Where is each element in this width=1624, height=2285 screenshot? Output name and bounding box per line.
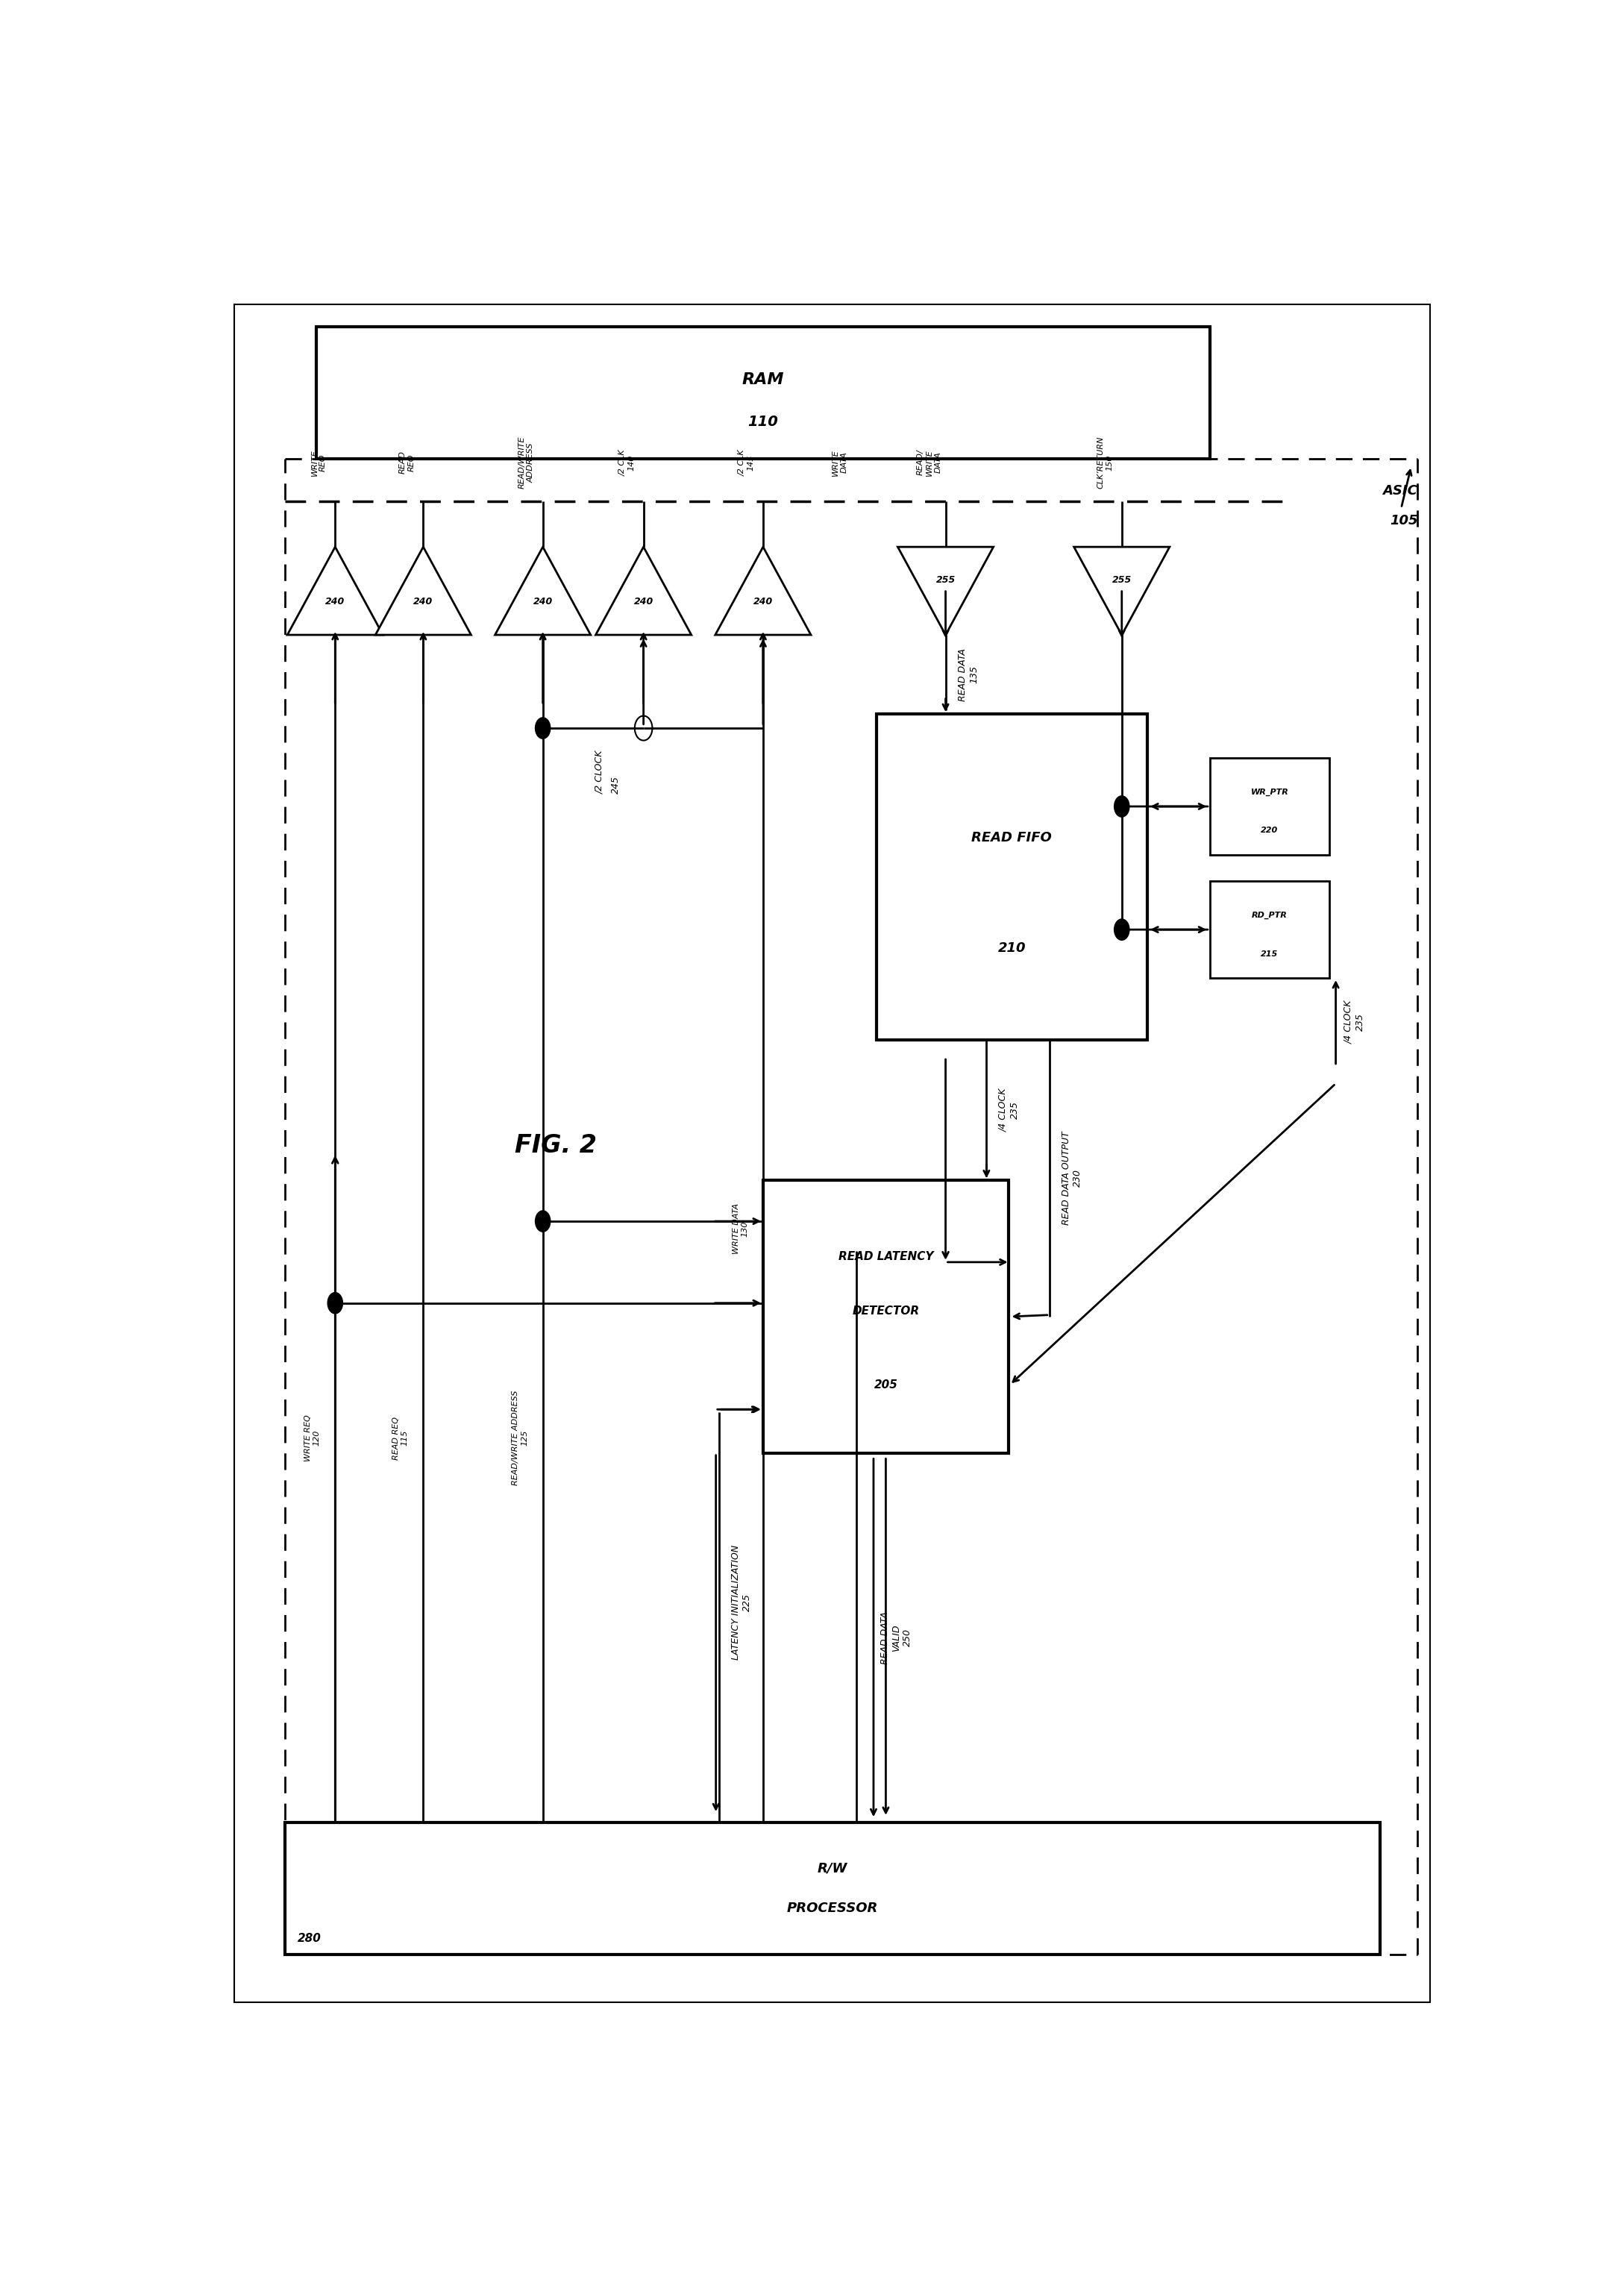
Text: 215: 215 xyxy=(1260,951,1278,957)
Polygon shape xyxy=(375,546,471,635)
Text: DETECTOR: DETECTOR xyxy=(853,1305,919,1316)
Text: READ REQ
115: READ REQ 115 xyxy=(393,1417,409,1460)
Text: WRITE
DATA: WRITE DATA xyxy=(831,450,848,475)
Text: 240: 240 xyxy=(754,596,773,606)
Text: 110: 110 xyxy=(747,416,778,430)
Text: RAM: RAM xyxy=(742,372,784,386)
Circle shape xyxy=(536,1211,551,1232)
Bar xyxy=(877,713,1147,1040)
Text: READ LATENCY: READ LATENCY xyxy=(838,1252,934,1261)
Text: WRITE REQ
120: WRITE REQ 120 xyxy=(304,1414,320,1462)
Text: /2 CLK
140: /2 CLK 140 xyxy=(619,450,635,475)
Text: FIG. 2: FIG. 2 xyxy=(515,1133,596,1158)
Circle shape xyxy=(536,717,551,738)
Circle shape xyxy=(1114,795,1129,818)
Text: 205: 205 xyxy=(874,1380,898,1392)
Text: 280: 280 xyxy=(297,1933,322,1945)
Text: READ
REQ: READ REQ xyxy=(400,450,416,473)
Bar xyxy=(1210,882,1330,978)
Text: 255: 255 xyxy=(935,576,955,585)
Text: READ/WRITE
ADDRESS: READ/WRITE ADDRESS xyxy=(518,436,534,489)
Text: WR_PTR: WR_PTR xyxy=(1250,788,1288,795)
Polygon shape xyxy=(1073,546,1169,635)
Text: /2 CLOCK: /2 CLOCK xyxy=(594,749,604,793)
Bar xyxy=(284,1823,1380,1954)
Text: READ FIFO: READ FIFO xyxy=(971,832,1052,845)
Text: 245: 245 xyxy=(611,775,620,793)
Text: R/W: R/W xyxy=(817,1862,848,1876)
Text: READ/WRITE ADDRESS
125: READ/WRITE ADDRESS 125 xyxy=(512,1392,528,1485)
Text: 220: 220 xyxy=(1260,827,1278,834)
Text: LATENCY INITIALIZATION
225: LATENCY INITIALIZATION 225 xyxy=(731,1545,752,1661)
Circle shape xyxy=(1114,919,1129,939)
Text: 210: 210 xyxy=(997,941,1026,955)
Polygon shape xyxy=(495,546,591,635)
Polygon shape xyxy=(287,546,383,635)
Text: CLK’RETURN
150: CLK’RETURN 150 xyxy=(1098,436,1114,489)
Text: /4 CLOCK
235: /4 CLOCK 235 xyxy=(999,1088,1020,1131)
Bar xyxy=(763,1181,1009,1453)
Text: RD_PTR: RD_PTR xyxy=(1252,912,1288,919)
Text: PROCESSOR: PROCESSOR xyxy=(786,1901,879,1915)
Text: /4 CLOCK
235: /4 CLOCK 235 xyxy=(1345,1001,1366,1044)
Text: READ DATA
135: READ DATA 135 xyxy=(958,649,979,701)
Polygon shape xyxy=(898,546,994,635)
Text: 105: 105 xyxy=(1390,514,1418,528)
Text: 240: 240 xyxy=(414,596,434,606)
Text: READ DATA
VALID
250: READ DATA VALID 250 xyxy=(880,1611,913,1663)
Text: ASIC: ASIC xyxy=(1382,484,1418,498)
Circle shape xyxy=(328,1293,343,1314)
Text: WRITE DATA
130: WRITE DATA 130 xyxy=(732,1204,749,1254)
Bar xyxy=(317,327,1210,459)
Polygon shape xyxy=(596,546,692,635)
Bar xyxy=(1210,759,1330,855)
Polygon shape xyxy=(715,546,810,635)
Text: 240: 240 xyxy=(633,596,653,606)
Text: 240: 240 xyxy=(533,596,552,606)
Text: READ/
WRITE
DATA: READ/ WRITE DATA xyxy=(918,450,942,475)
Text: 240: 240 xyxy=(325,596,344,606)
Text: READ DATA OUTPUT
230: READ DATA OUTPUT 230 xyxy=(1062,1131,1083,1225)
Text: 255: 255 xyxy=(1112,576,1132,585)
Text: WRITE
REQ: WRITE REQ xyxy=(310,450,326,475)
Text: /2 CLK
145: /2 CLK 145 xyxy=(739,450,755,475)
